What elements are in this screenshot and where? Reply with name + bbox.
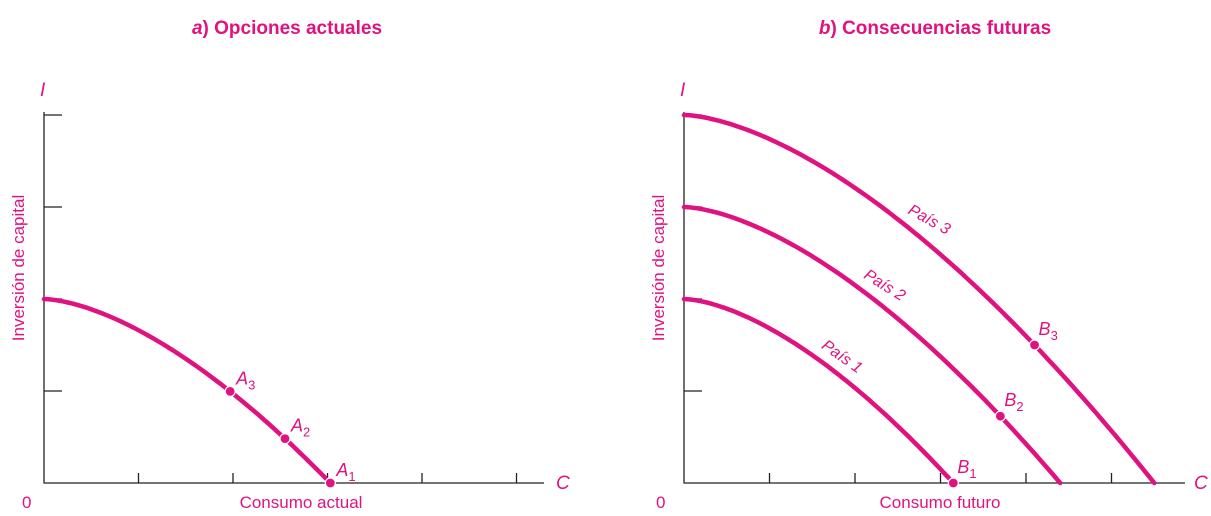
point-label-b2: B2 [1004, 390, 1023, 414]
ppf-curve-country-2 [681, 204, 1063, 486]
point-a1 [324, 477, 336, 489]
panel-a-title: a) Opciones actuales [192, 18, 382, 39]
point-label-b1: B1 [957, 457, 976, 481]
panel-a-origin-label: 0 [22, 493, 31, 512]
panel-a-x-axis-letter: C [556, 473, 570, 494]
panel-b-x-axis-label: Consumo futuro [880, 493, 1001, 512]
panel-b-future-consequences: b) Consecuencias futuras I C 0 Consumo f… [649, 18, 1208, 512]
panel-b-x-axis-letter: C [1194, 473, 1208, 494]
point-label-a2: A2 [290, 416, 310, 440]
panel-a-current-options: a) Opciones actuales I C 0 Consumo actua… [9, 18, 570, 512]
curve-label-country-2: País 2 [861, 266, 909, 305]
ppf-curve-current [41, 296, 333, 486]
point-label-b3: B3 [1039, 319, 1058, 343]
point-label-a3: A3 [235, 368, 255, 392]
point-a2 [279, 433, 291, 445]
point-b2 [994, 410, 1006, 422]
ppf-curve-country-3 [681, 112, 1157, 486]
panel-a-y-axis-letter: I [40, 80, 46, 101]
panel-a-x-axis-label: Consumo actual [240, 493, 363, 512]
panel-b-title: b) Consecuencias futuras [819, 18, 1051, 39]
panel-b-y-axis-letter: I [680, 80, 686, 101]
panel-a-y-axis-label: Inversión de capital [9, 195, 28, 341]
panel-b-axes [683, 112, 1185, 484]
point-label-a1: A1 [335, 460, 355, 484]
curve-label-country-1: País 1 [818, 337, 865, 377]
point-b3 [1028, 339, 1041, 351]
point-b1 [947, 477, 959, 489]
point-a3 [224, 385, 236, 397]
panel-b-y-axis-label: Inversión de capital [649, 195, 668, 341]
panel-a-axes [43, 112, 544, 484]
ppf-curve-country-1 [681, 296, 956, 486]
panel-b-origin-label: 0 [656, 493, 665, 512]
